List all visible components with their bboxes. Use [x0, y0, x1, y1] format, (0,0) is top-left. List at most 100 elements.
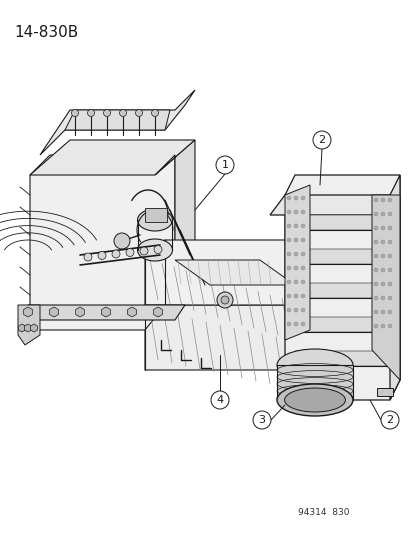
Circle shape — [387, 296, 391, 300]
Circle shape — [151, 109, 158, 117]
Circle shape — [286, 238, 290, 242]
Polygon shape — [284, 317, 399, 332]
Circle shape — [300, 224, 304, 228]
Polygon shape — [371, 195, 399, 380]
Circle shape — [293, 210, 297, 214]
Circle shape — [154, 246, 161, 254]
Polygon shape — [175, 260, 294, 285]
Circle shape — [300, 280, 304, 284]
Circle shape — [140, 247, 147, 255]
Circle shape — [286, 322, 290, 326]
Circle shape — [380, 324, 384, 328]
Polygon shape — [269, 195, 394, 215]
Circle shape — [293, 308, 297, 312]
Circle shape — [373, 282, 377, 286]
Circle shape — [387, 324, 391, 328]
Circle shape — [286, 196, 290, 200]
Circle shape — [387, 226, 391, 230]
FancyBboxPatch shape — [281, 395, 297, 403]
Circle shape — [300, 210, 304, 214]
Circle shape — [373, 226, 377, 230]
Circle shape — [387, 254, 391, 258]
FancyBboxPatch shape — [145, 208, 166, 222]
Circle shape — [300, 266, 304, 270]
Circle shape — [293, 224, 297, 228]
Circle shape — [252, 411, 271, 429]
Ellipse shape — [276, 384, 352, 416]
Text: 94314  830: 94314 830 — [297, 508, 349, 517]
Circle shape — [373, 324, 377, 328]
Circle shape — [300, 308, 304, 312]
Polygon shape — [30, 140, 195, 175]
Circle shape — [293, 252, 297, 256]
Circle shape — [286, 266, 290, 270]
Circle shape — [373, 254, 377, 258]
Polygon shape — [284, 215, 399, 230]
Circle shape — [373, 240, 377, 244]
Text: 14-830B: 14-830B — [14, 25, 78, 40]
Circle shape — [380, 254, 384, 258]
Circle shape — [293, 266, 297, 270]
Circle shape — [286, 294, 290, 298]
Circle shape — [373, 198, 377, 202]
Circle shape — [380, 240, 384, 244]
Polygon shape — [18, 305, 185, 320]
Circle shape — [387, 268, 391, 272]
Circle shape — [312, 131, 330, 149]
Circle shape — [380, 411, 398, 429]
Circle shape — [300, 322, 304, 326]
Circle shape — [119, 109, 126, 117]
Polygon shape — [65, 110, 170, 130]
Circle shape — [293, 294, 297, 298]
Circle shape — [373, 212, 377, 216]
Circle shape — [300, 294, 304, 298]
Circle shape — [114, 233, 130, 249]
Polygon shape — [284, 175, 399, 400]
Circle shape — [98, 252, 106, 260]
Circle shape — [286, 224, 290, 228]
Circle shape — [216, 292, 233, 308]
Circle shape — [216, 156, 233, 174]
Circle shape — [293, 322, 297, 326]
Circle shape — [380, 268, 384, 272]
Circle shape — [380, 212, 384, 216]
Circle shape — [380, 282, 384, 286]
Circle shape — [300, 252, 304, 256]
Circle shape — [380, 198, 384, 202]
Circle shape — [387, 212, 391, 216]
Polygon shape — [145, 240, 314, 305]
Circle shape — [380, 226, 384, 230]
Polygon shape — [145, 305, 314, 370]
Polygon shape — [40, 90, 195, 155]
Circle shape — [211, 391, 228, 409]
Circle shape — [286, 308, 290, 312]
Circle shape — [380, 310, 384, 314]
Polygon shape — [276, 365, 352, 400]
Circle shape — [84, 253, 92, 261]
Circle shape — [71, 109, 78, 117]
Polygon shape — [284, 185, 309, 340]
Circle shape — [387, 310, 391, 314]
Circle shape — [373, 296, 377, 300]
Circle shape — [293, 280, 297, 284]
Circle shape — [87, 109, 94, 117]
Circle shape — [135, 109, 142, 117]
Text: 2: 2 — [385, 415, 393, 425]
Ellipse shape — [137, 209, 172, 231]
Circle shape — [293, 196, 297, 200]
Polygon shape — [154, 140, 195, 310]
Ellipse shape — [284, 388, 344, 412]
Polygon shape — [389, 175, 399, 400]
Text: 2: 2 — [318, 135, 325, 145]
Circle shape — [286, 210, 290, 214]
Circle shape — [221, 296, 228, 304]
Circle shape — [293, 238, 297, 242]
Circle shape — [380, 296, 384, 300]
Ellipse shape — [137, 239, 172, 261]
Circle shape — [373, 268, 377, 272]
Polygon shape — [18, 305, 40, 345]
Circle shape — [112, 250, 120, 258]
Circle shape — [387, 282, 391, 286]
Circle shape — [103, 109, 110, 117]
Circle shape — [387, 198, 391, 202]
